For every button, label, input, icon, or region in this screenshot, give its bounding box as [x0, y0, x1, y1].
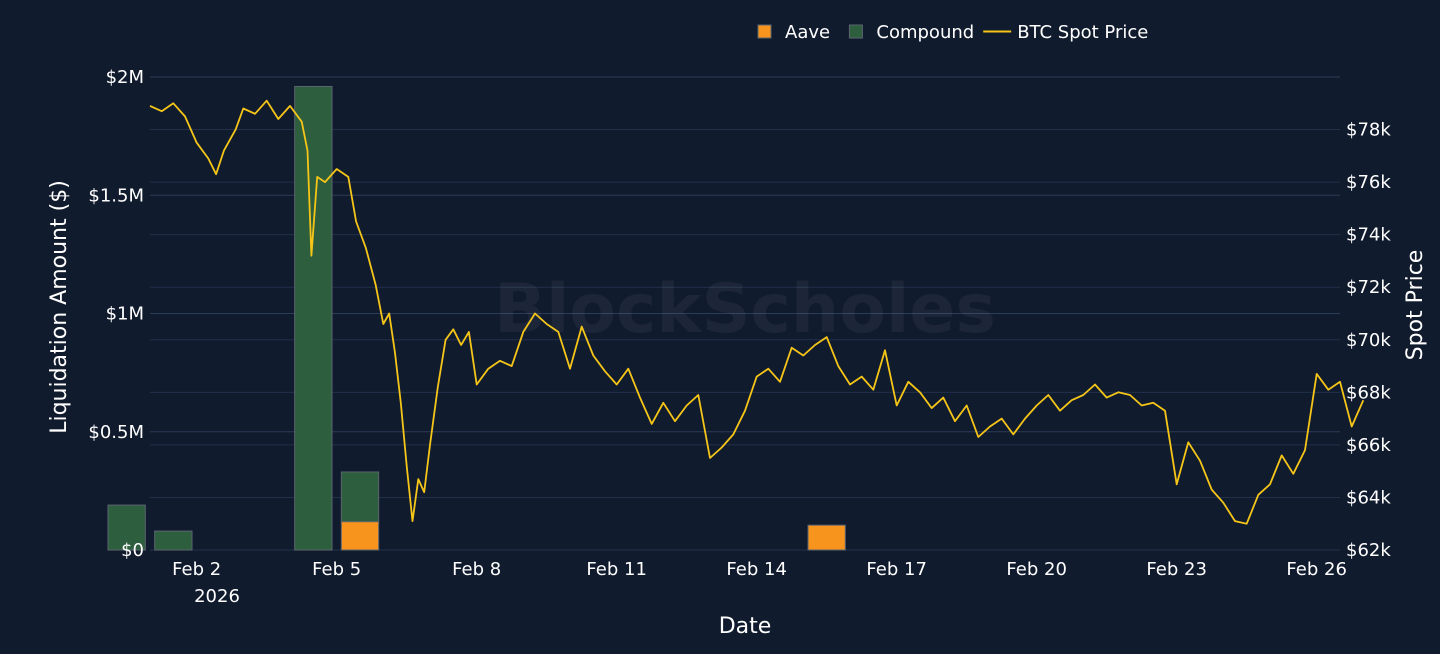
- bar-compound: [154, 530, 193, 551]
- gridlines: [150, 76, 1340, 551]
- x-tick-label: Feb 11: [586, 559, 647, 580]
- y2-tick-label: $62k: [1346, 540, 1391, 561]
- left-y-axis-ticks: $0 $0.5M $1M $1.5M $2M: [88, 67, 144, 561]
- y2-tick-label: $64k: [1346, 487, 1391, 508]
- btc-spot-price-line: [149, 99, 1365, 525]
- y-tick-label: $1.5M: [88, 185, 144, 206]
- y-tick-label: $0: [121, 540, 144, 561]
- x-axis-ticks: Feb 2 Feb 5 Feb 8 Feb 11 Feb 14 Feb 17 Feb 20 F…: [172, 559, 1347, 580]
- bar-compound: [107, 504, 146, 551]
- x-tick-label: Feb 8: [452, 559, 501, 580]
- x-tick-label: Feb 23: [1146, 559, 1207, 580]
- y2-tick-label: $70k: [1346, 330, 1391, 351]
- x-tick-label: Feb 17: [866, 559, 927, 580]
- y2-tick-label: $72k: [1346, 277, 1391, 298]
- y2-tick-label: $74k: [1346, 225, 1391, 246]
- x-tick-label: Feb 2: [172, 559, 221, 580]
- bar-compound: [294, 85, 333, 551]
- legend-label: BTC Spot Price: [1017, 22, 1148, 43]
- x-tick-label: Feb 5: [312, 559, 361, 580]
- y-tick-label: $2M: [106, 67, 144, 88]
- x-axis-sublabel: 2026: [194, 586, 240, 607]
- btc-price-line-group: [149, 99, 1365, 525]
- y2-tick-label: $78k: [1346, 120, 1391, 141]
- right-y-axis-ticks: $62k $64k $66k $68k $70k $72k $74k $76k $78k: [1346, 120, 1391, 561]
- x-tick-label: Feb 26: [1286, 559, 1347, 580]
- y2-tick-label: $68k: [1346, 382, 1391, 403]
- y2-tick-label: $76k: [1346, 172, 1391, 193]
- legend-swatch-compound: [848, 24, 863, 39]
- legend-label: Aave: [785, 22, 830, 43]
- legend: Aave Compound BTC Spot Price: [757, 22, 1148, 43]
- legend-swatch-aave: [757, 24, 772, 39]
- x-axis-title: Date: [719, 614, 772, 639]
- y2-tick-label: $66k: [1346, 435, 1391, 456]
- watermark: BlockScholes: [494, 270, 996, 349]
- bar-aave: [807, 524, 846, 551]
- right-y-axis-title: Spot Price: [1403, 250, 1428, 361]
- x-tick-label: Feb 14: [726, 559, 787, 580]
- legend-label: Compound: [876, 22, 974, 43]
- y-tick-label: $0.5M: [88, 422, 144, 443]
- x-tick-label: Feb 20: [1006, 559, 1067, 580]
- bars: [107, 85, 846, 551]
- bar-aave: [340, 521, 380, 551]
- y-tick-label: $1M: [106, 304, 144, 325]
- left-y-axis-title: Liquidation Amount ($): [47, 180, 72, 434]
- bar-compound: [340, 471, 380, 523]
